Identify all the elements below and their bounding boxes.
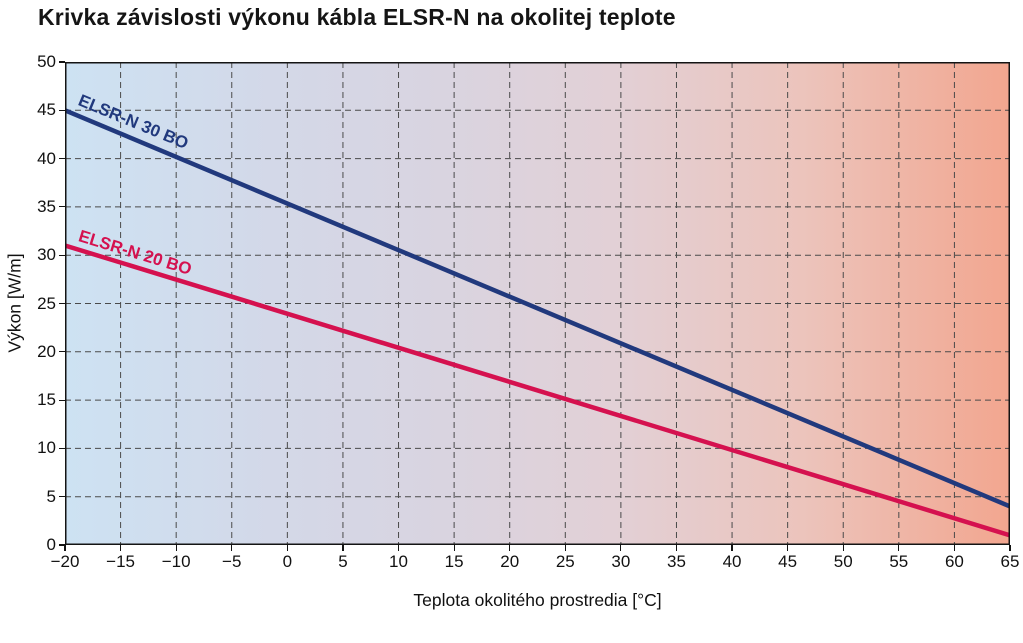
y-tick-mark <box>59 302 65 305</box>
x-tick-label: 40 <box>722 552 742 571</box>
x-tick-mark <box>731 545 733 551</box>
y-tick-label: 40 <box>37 148 56 168</box>
x-tick-mark <box>620 545 622 551</box>
plot-area: ELSR-N 30 BO ELSR-N 20 BO <box>65 62 1010 545</box>
y-tick-label: 50 <box>37 52 56 71</box>
x-tick-mark <box>119 545 122 551</box>
y-tick-label: 30 <box>37 245 56 265</box>
x-tick-label: −20 <box>50 552 80 571</box>
x-tick-mark <box>787 545 789 551</box>
y-tick-mark <box>59 544 65 546</box>
x-tick-mark <box>564 545 566 551</box>
x-tick-mark <box>175 545 177 551</box>
x-tick-mark <box>509 545 511 551</box>
y-tick-mark <box>59 447 65 449</box>
x-tick-label: 55 <box>889 552 909 571</box>
x-axis-title: Teplota okolitého prostredia [°C] <box>413 590 662 610</box>
y-tick-mark <box>59 399 65 401</box>
y-tick-mark <box>59 351 65 353</box>
x-tick-mark <box>1009 545 1011 551</box>
x-tick-mark <box>842 545 844 551</box>
x-tick-label: 65 <box>1000 552 1020 571</box>
x-tick-label: 45 <box>778 552 798 571</box>
y-tick-mark <box>59 254 65 256</box>
x-tick-label: −15 <box>106 552 135 571</box>
x-tick-mark <box>898 545 900 551</box>
y-tick-label: 10 <box>37 438 56 458</box>
x-tick-label: 25 <box>555 552 575 571</box>
plot-canvas <box>65 62 1010 545</box>
x-tick-mark <box>231 545 233 551</box>
y-tick-mark <box>59 496 65 498</box>
y-tick-mark <box>59 206 65 208</box>
x-tick-mark <box>286 545 288 551</box>
y-tick-label: 45 <box>37 100 56 120</box>
y-tick-label: 20 <box>37 341 56 361</box>
x-tick-label: 30 <box>611 552 631 571</box>
x-tick-mark <box>342 545 344 551</box>
x-tick-mark <box>953 545 955 551</box>
y-tick-label: 25 <box>37 293 56 313</box>
x-tick-mark <box>64 545 66 551</box>
x-tick-mark <box>453 545 455 551</box>
x-tick-label: 10 <box>389 552 408 571</box>
x-tick-label: −10 <box>161 552 191 571</box>
x-tick-label: 20 <box>500 552 520 571</box>
y-tick-label: 0 <box>46 535 56 554</box>
x-tick-mark <box>675 545 678 551</box>
x-tick-label: 35 <box>667 552 686 571</box>
y-tick-mark <box>59 61 65 63</box>
x-tick-label: 50 <box>833 552 853 571</box>
y-tick-label: 5 <box>46 486 56 506</box>
x-tick-label: 0 <box>282 552 293 571</box>
x-tick-mark <box>397 545 400 551</box>
x-tick-label: −5 <box>222 552 242 571</box>
y-tick-label: 15 <box>37 390 56 410</box>
y-tick-label: 35 <box>37 196 56 216</box>
y-tick-mark <box>59 109 65 111</box>
y-tick-mark <box>59 158 65 160</box>
chart-title: Krivka závislosti výkonu kábla ELSR-N na… <box>38 4 676 30</box>
x-tick-label: 60 <box>944 552 964 571</box>
x-tick-label: 15 <box>444 552 464 571</box>
x-tick-label: 5 <box>338 552 348 571</box>
